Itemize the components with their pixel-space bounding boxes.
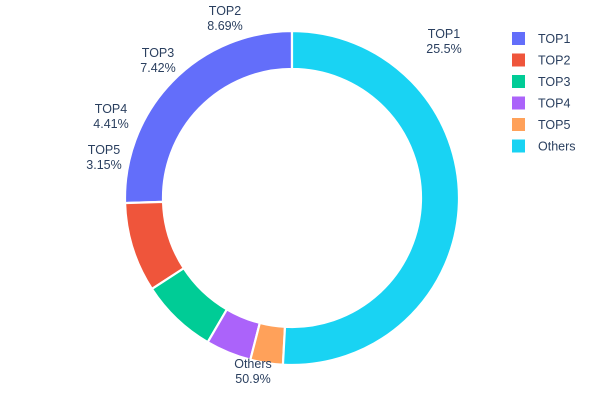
legend-label-top4: TOP4	[538, 96, 570, 110]
slice-label-percent: 25.5%	[426, 42, 461, 56]
legend: TOP1 TOP2 TOP3 TOP4 TOP5 Others	[512, 32, 576, 153]
slice-label-others: Others 50.9%	[234, 357, 272, 386]
legend-label-top3: TOP3	[538, 75, 570, 89]
slice-label-percent: 3.15%	[86, 158, 121, 172]
donut-slices	[123, 29, 461, 367]
legend-label-top2: TOP2	[538, 53, 570, 67]
slice-label-percent: 8.69%	[207, 19, 242, 33]
slice-label-name: TOP5	[88, 143, 120, 157]
legend-swatch-top2[interactable]	[512, 53, 525, 67]
slice-label-top2: TOP2 8.69%	[207, 4, 242, 33]
legend-label-others: Others	[538, 139, 576, 153]
legend-swatch-top3[interactable]	[512, 75, 525, 88]
slice-label-top1: TOP1 25.5%	[426, 27, 461, 56]
donut-slice-others[interactable]	[281, 29, 461, 367]
legend-swatch-top4[interactable]	[512, 96, 525, 110]
legend-label-top1: TOP1	[538, 32, 570, 46]
slice-label-percent: 50.9%	[235, 372, 270, 386]
slice-label-name: TOP4	[95, 102, 127, 116]
slice-label-top5: TOP5 3.15%	[86, 143, 121, 172]
slice-label-percent: 4.41%	[93, 117, 128, 131]
slice-label-name: TOP2	[209, 4, 241, 18]
legend-swatch-top5[interactable]	[512, 118, 525, 131]
slice-label-name: TOP1	[428, 27, 460, 41]
slice-label-top4: TOP4 4.41%	[93, 102, 128, 131]
legend-swatch-top1[interactable]	[512, 32, 525, 45]
legend-label-top5: TOP5	[538, 118, 570, 132]
slice-labels: TOP1 25.5% TOP2 8.69% TOP3 7.42% TOP4 4.41% TOP5…	[86, 4, 461, 386]
legend-swatch-others[interactable]	[512, 139, 525, 153]
slice-label-top3: TOP3 7.42%	[140, 46, 175, 75]
slice-label-name: TOP3	[142, 46, 174, 60]
slice-label-name: Others	[234, 357, 272, 371]
slice-label-percent: 7.42%	[140, 61, 175, 75]
